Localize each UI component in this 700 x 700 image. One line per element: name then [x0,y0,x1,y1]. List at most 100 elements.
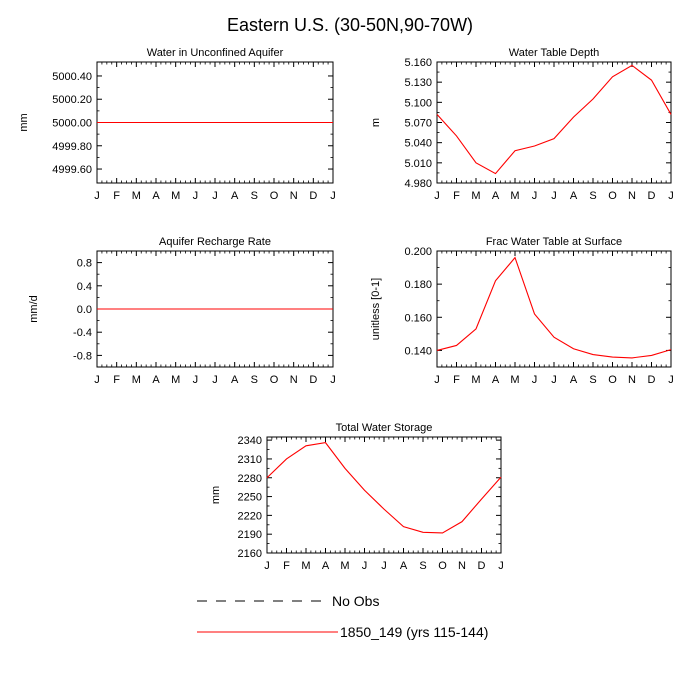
y-tick-label: 5.100 [404,97,432,109]
chart-title: Total Water Storage [336,422,433,434]
x-tick-label: O [608,190,617,202]
x-tick-label: J [264,560,270,572]
x-tick-label: A [570,374,578,386]
y-tick-label: 5.070 [404,118,432,130]
plot-frame [436,250,672,368]
x-tick-label: N [290,190,298,202]
legend-label: No Obs [332,593,379,609]
x-tick-label: D [648,190,656,202]
x-tick-label: M [340,560,349,572]
x-tick-label: J [551,190,557,202]
y-axis-label: m [370,118,382,127]
y-tick-label: 2340 [238,435,262,447]
y-tick-label: 0.160 [404,312,432,324]
y-tick-label: 0.4 [77,281,92,293]
x-tick-label: J [330,190,336,202]
y-axis-label: mm [210,486,222,504]
y-tick-label: 5000.40 [52,71,92,83]
legend-label: 1850_149 (yrs 115-144) [340,624,488,640]
y-tick-label: 5000.20 [52,94,92,106]
y-tick-label: -0.4 [73,327,92,339]
y-tick-label: 0.200 [404,246,432,258]
series-line [436,64,672,175]
x-tick-label: F [283,560,290,572]
x-tick-label: S [419,560,426,572]
figure-title: Eastern U.S. (30-50N,90-70W) [227,15,473,35]
series-line [266,442,502,534]
y-tick-label: 4999.60 [52,164,92,176]
x-tick-label: J [434,190,440,202]
legend-item: No Obs [197,593,379,609]
x-tick-label: F [453,374,460,386]
y-tick-label: 5.040 [404,138,432,150]
y-tick-label: 5.130 [404,77,432,89]
x-tick-label: S [251,374,258,386]
x-tick-label: O [438,560,447,572]
x-tick-label: A [322,560,330,572]
x-tick-label: M [471,190,480,202]
x-tick-label: F [113,190,120,202]
chart-title: Frac Water Table at Surface [486,236,622,248]
x-tick-label: N [628,190,636,202]
x-tick-label: J [498,560,504,572]
x-tick-label: J [532,374,538,386]
x-tick-label: J [668,190,674,202]
x-tick-label: N [628,374,636,386]
y-tick-label: 5.160 [404,57,432,69]
x-tick-label: D [309,190,317,202]
y-axis-label: mm/d [28,295,40,323]
x-tick-label: J [362,560,368,572]
x-tick-label: S [251,190,258,202]
x-tick-label: J [193,190,199,202]
y-tick-label: 2280 [238,473,262,485]
y-tick-label: 0.140 [404,345,432,357]
x-tick-label: J [381,560,387,572]
y-tick-label: 5.010 [404,158,432,170]
x-tick-label: M [132,374,141,386]
x-tick-label: J [532,190,538,202]
y-axis-label: mm [18,113,30,131]
y-tick-label: 0.180 [404,279,432,291]
x-tick-label: D [648,374,656,386]
y-tick-label: -0.8 [73,350,92,362]
chart-title: Aquifer Recharge Rate [159,236,271,248]
x-tick-label: A [570,190,578,202]
x-tick-label: J [668,374,674,386]
x-tick-label: O [270,374,279,386]
y-tick-label: 2220 [238,510,262,522]
x-tick-label: M [471,374,480,386]
x-tick-label: F [113,374,120,386]
x-tick-label: J [94,190,100,202]
x-tick-label: J [193,374,199,386]
y-tick-label: 4.980 [404,178,432,190]
y-tick-label: 0.8 [77,258,92,270]
x-tick-label: J [551,374,557,386]
x-tick-label: A [492,374,500,386]
x-tick-label: A [152,190,160,202]
legend: No Obs 1850_149 (yrs 115-144) [197,593,488,640]
y-tick-label: 2250 [238,492,262,504]
series-line [436,256,672,359]
x-tick-label: O [608,374,617,386]
plot-frame [266,436,502,554]
x-tick-label: M [132,190,141,202]
x-tick-label: M [301,560,310,572]
x-tick-label: N [458,560,466,572]
y-tick-label: 2160 [238,548,262,560]
x-tick-label: M [510,190,519,202]
x-tick-label: J [212,374,218,386]
y-tick-label: 2190 [238,529,262,541]
x-tick-label: F [453,190,460,202]
y-tick-label: 2310 [238,454,262,466]
chart-title: Water in Unconfined Aquifer [147,47,284,59]
y-axis-label: unitless [0-1] [370,278,382,340]
x-tick-label: N [290,374,298,386]
x-tick-label: A [400,560,408,572]
x-tick-label: J [212,190,218,202]
